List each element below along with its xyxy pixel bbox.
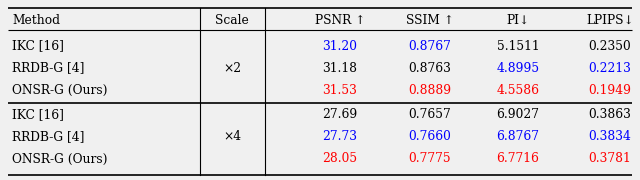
- Text: 31.20: 31.20: [323, 39, 358, 53]
- Text: 0.3834: 0.3834: [589, 130, 632, 143]
- Text: 0.3863: 0.3863: [589, 109, 632, 122]
- Text: 4.8995: 4.8995: [497, 62, 540, 75]
- Text: 0.3781: 0.3781: [589, 152, 632, 165]
- Text: 0.7660: 0.7660: [408, 130, 451, 143]
- Text: ONSR-G (Ours): ONSR-G (Ours): [12, 84, 108, 96]
- Text: 6.7716: 6.7716: [497, 152, 540, 165]
- Text: 31.18: 31.18: [323, 62, 358, 75]
- Text: PI↓: PI↓: [506, 14, 530, 26]
- Text: 0.2350: 0.2350: [589, 39, 632, 53]
- Text: PSNR ↑: PSNR ↑: [315, 14, 365, 26]
- Text: ×4: ×4: [223, 130, 241, 143]
- Text: 6.9027: 6.9027: [497, 109, 540, 122]
- Text: 31.53: 31.53: [323, 84, 357, 96]
- Text: IKC [16]: IKC [16]: [12, 109, 64, 122]
- Text: ×2: ×2: [223, 62, 241, 75]
- Text: 5.1511: 5.1511: [497, 39, 540, 53]
- Text: Method: Method: [12, 14, 60, 26]
- Text: 0.1949: 0.1949: [589, 84, 632, 96]
- Text: 0.2213: 0.2213: [589, 62, 632, 75]
- Text: RRDB-G [4]: RRDB-G [4]: [12, 130, 84, 143]
- Text: LPIPS↓: LPIPS↓: [586, 14, 634, 26]
- Text: SSIM ↑: SSIM ↑: [406, 14, 454, 26]
- Text: IKC [16]: IKC [16]: [12, 39, 64, 53]
- Text: 0.8767: 0.8767: [408, 39, 451, 53]
- Text: 4.5586: 4.5586: [497, 84, 540, 96]
- Text: RRDB-G [4]: RRDB-G [4]: [12, 62, 84, 75]
- Text: 0.8889: 0.8889: [408, 84, 452, 96]
- Text: 6.8767: 6.8767: [497, 130, 540, 143]
- Text: 27.73: 27.73: [323, 130, 358, 143]
- Text: 27.69: 27.69: [323, 109, 358, 122]
- Text: 0.7775: 0.7775: [409, 152, 451, 165]
- Text: 28.05: 28.05: [323, 152, 358, 165]
- Text: ONSR-G (Ours): ONSR-G (Ours): [12, 152, 108, 165]
- Text: 0.8763: 0.8763: [408, 62, 451, 75]
- Text: 0.7657: 0.7657: [408, 109, 451, 122]
- Text: Scale: Scale: [215, 14, 249, 26]
